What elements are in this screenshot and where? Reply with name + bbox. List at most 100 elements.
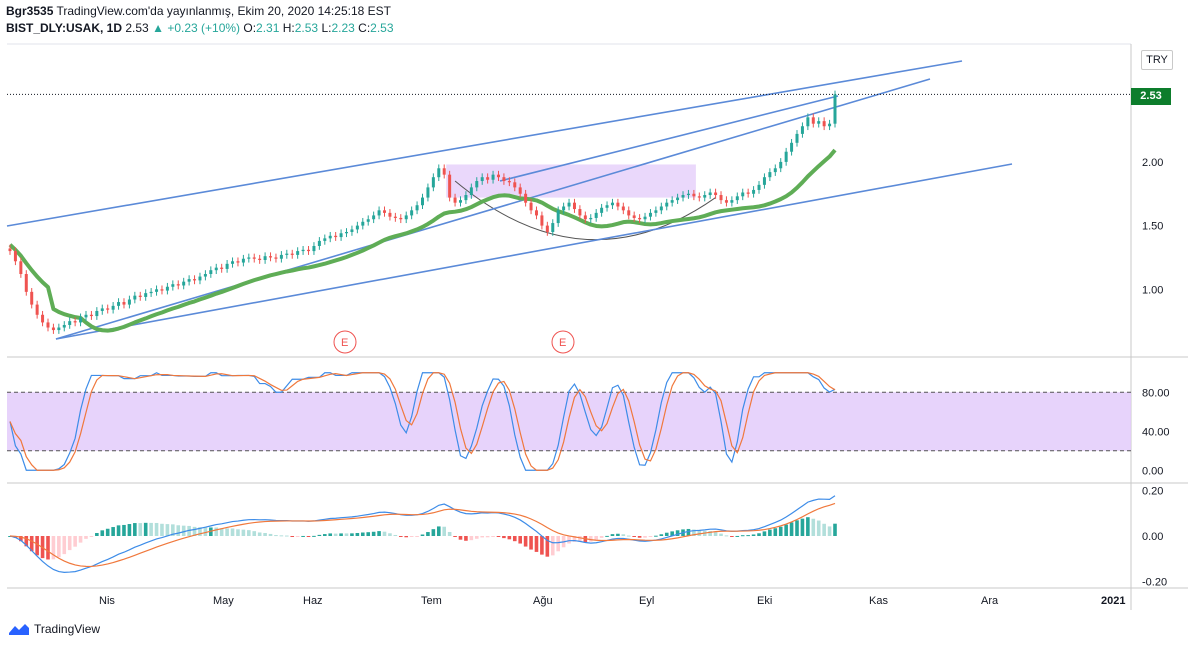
macd-histogram-bar: [480, 536, 485, 538]
time-tick-label: 2021: [1101, 595, 1125, 607]
macd-histogram-bar: [719, 533, 723, 536]
macd-line: [9, 495, 836, 573]
macd-histogram-bar: [263, 533, 267, 536]
candle: [453, 197, 457, 203]
candle: [393, 216, 397, 218]
macd-histogram-bar: [219, 528, 224, 536]
candle: [752, 189, 756, 194]
candle: [589, 217, 593, 220]
candle: [811, 117, 815, 124]
time-tick-label: Kas: [869, 595, 888, 607]
candle: [638, 217, 642, 220]
change-arrow-icon: ▲: [152, 21, 164, 35]
time-tick-label: Ağu: [533, 595, 553, 607]
macd-histogram-bar: [317, 534, 322, 536]
macd-histogram-bar: [578, 536, 582, 542]
macd-histogram-bar: [257, 532, 262, 536]
macd-histogram-bar: [632, 536, 636, 537]
candle: [513, 182, 517, 188]
candle: [236, 261, 240, 263]
macd-histogram-bar: [730, 536, 734, 537]
candle: [773, 168, 777, 173]
macd-histogram-bar: [534, 536, 539, 552]
candle: [572, 202, 576, 210]
candle: [334, 235, 338, 238]
macd-histogram-bar: [409, 536, 414, 537]
candle: [534, 210, 538, 216]
candle: [779, 161, 783, 169]
price-tick-label: 1.00: [1142, 284, 1163, 296]
macd-histogram-bar: [507, 536, 512, 540]
candle: [605, 205, 609, 208]
candle: [524, 193, 528, 203]
candle: [708, 192, 712, 196]
macd-histogram-bar: [789, 522, 794, 536]
macd-histogram-bar: [692, 529, 696, 536]
macd-histogram-bar: [768, 529, 772, 536]
macd-histogram-bar: [523, 536, 528, 547]
candle: [355, 225, 359, 230]
macd-histogram-bar: [474, 536, 479, 539]
candle: [312, 245, 316, 252]
macd-histogram-bar: [822, 523, 826, 536]
candle: [111, 305, 115, 310]
earnings-label: E: [341, 337, 348, 349]
earnings-icon: [551, 330, 575, 354]
candle: [567, 202, 571, 207]
time-tick-label: Tem: [421, 595, 442, 607]
candle: [328, 235, 332, 239]
time-tick-label: Eyl: [639, 595, 654, 607]
macd-histogram-bar: [545, 536, 550, 557]
macd-histogram-bar: [605, 535, 609, 537]
candle: [46, 322, 50, 328]
trend-line: [55, 163, 1013, 340]
candle: [741, 192, 745, 197]
close-value: 2.53: [370, 21, 394, 35]
candle: [187, 279, 191, 282]
macd-histogram-bar: [350, 533, 354, 536]
last-price: 2.53: [125, 21, 149, 35]
macd-histogram-bar: [502, 536, 506, 539]
time-tick-label: Haz: [303, 595, 323, 607]
candle: [486, 177, 490, 180]
macd-histogram-bar: [800, 518, 805, 536]
currency-button[interactable]: TRY: [1141, 50, 1173, 70]
macd-histogram-bar: [610, 534, 615, 536]
macd-histogram-bar: [746, 535, 750, 537]
candle: [621, 206, 625, 211]
macd-histogram-bar: [415, 536, 419, 537]
macd-histogram-bar: [784, 524, 788, 536]
macd-histogram-bar: [404, 536, 409, 538]
candle: [13, 251, 17, 262]
macd-histogram-bar: [567, 536, 571, 544]
candle: [768, 172, 772, 178]
footer-brand[interactable]: TradingView: [8, 622, 100, 636]
tradingview-logo-icon: [9, 624, 29, 635]
macd-histogram-bar: [816, 520, 821, 536]
macd-histogram-bar: [664, 532, 669, 536]
low-value: 2.23: [331, 21, 355, 35]
candle: [822, 121, 826, 127]
macd-histogram-bar: [149, 522, 153, 536]
candle: [817, 121, 821, 124]
candle: [426, 187, 430, 198]
low-label: L:: [321, 21, 332, 35]
macd-histogram-bar: [274, 535, 278, 537]
candle: [627, 210, 631, 216]
macd-histogram-bar: [171, 524, 175, 536]
candle: [30, 291, 34, 305]
macd-histogram-bar: [675, 530, 680, 536]
high-label: H:: [282, 21, 295, 35]
candle: [73, 321, 77, 323]
stoch-tick-label: 40.00: [1142, 426, 1170, 438]
candle: [149, 291, 153, 294]
candle: [165, 286, 169, 291]
macd-histogram-bar: [713, 531, 718, 536]
candle: [491, 174, 495, 180]
candle: [643, 216, 647, 220]
macd-histogram-bar: [323, 534, 327, 536]
stoch-tick-label: 80.00: [1142, 387, 1170, 399]
candle: [833, 94, 837, 124]
macd-histogram-bar: [344, 533, 349, 536]
